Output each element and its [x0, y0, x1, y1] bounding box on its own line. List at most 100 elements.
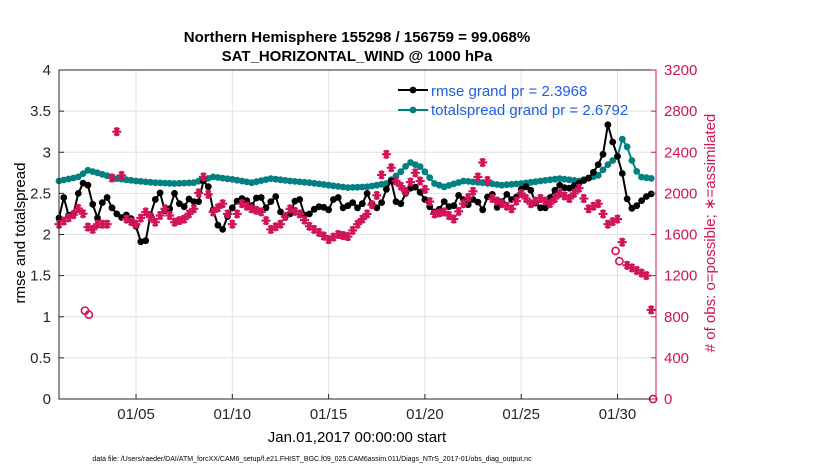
- assimilated-marker-83: [454, 206, 464, 216]
- totalspread-point-61: [349, 184, 357, 191]
- rmse-point-110: [585, 174, 592, 182]
- x-tick-label-5: 01/30: [599, 406, 637, 423]
- totalspread-point-51: [301, 178, 308, 186]
- rmse-point-10: [103, 194, 111, 201]
- assimilated-marker-102: [545, 199, 555, 209]
- assimilated-marker-42: [256, 207, 266, 217]
- totalspread-point-24: [171, 180, 178, 187]
- rmse-point-62: [354, 204, 361, 212]
- rmse-point-8: [94, 214, 101, 222]
- y-left-tick-label-7: 3.5: [30, 103, 51, 120]
- assimilated-marker-109: [579, 194, 589, 204]
- assimilated-marker-68: [381, 149, 391, 159]
- assimilated-marker-28: [189, 204, 199, 214]
- y-axis-left-label: rmse and totalspread: [12, 163, 29, 304]
- totalspread-point-115: [609, 157, 617, 164]
- rmse-point-9: [98, 199, 106, 207]
- assimilated-marker-94: [507, 204, 517, 214]
- assimilated-marker-58: [333, 230, 343, 239]
- assimilated-marker-21: [155, 210, 165, 220]
- assimilated-marker-36: [227, 219, 237, 229]
- totalspread-point-21: [156, 179, 164, 187]
- series-totalspread: [55, 135, 655, 192]
- legend-rmse-marker: [409, 86, 417, 94]
- assimilated-marker-17: [136, 213, 146, 223]
- assimilated-marker-88: [478, 158, 488, 168]
- assimilated-marker-19: [146, 212, 155, 222]
- possible-marker-1: [84, 310, 94, 320]
- rmse-point-100: [537, 204, 544, 212]
- assimilated-marker-89: [483, 176, 492, 186]
- assimilated-marker-85: [463, 192, 473, 202]
- rmse-point-101: [541, 204, 549, 212]
- totalspread-point-27: [185, 179, 193, 187]
- x-tick-label-3: 01/20: [406, 406, 444, 423]
- y-left-tick-label-8: 4: [43, 62, 51, 79]
- rmse-point-63: [358, 200, 366, 208]
- assimilated-marker-26: [179, 214, 189, 224]
- assimilated-marker-5: [78, 209, 88, 219]
- rmse-point-103: [551, 186, 559, 194]
- assimilated-marker-106: [564, 194, 574, 204]
- assimilated-marker-87: [473, 172, 483, 182]
- totalspread-point-76: [421, 168, 429, 176]
- assimilated-marker-50: [295, 209, 305, 219]
- assimilated-marker-37: [232, 209, 242, 219]
- assimilated-marker-62: [353, 219, 362, 229]
- rmse-point-33: [214, 221, 222, 229]
- totalspread-point-72: [402, 163, 409, 170]
- rmse-line: [58, 124, 652, 243]
- rmse-point-75: [416, 188, 424, 196]
- assimilated-marker-11: [107, 173, 117, 183]
- y-right-tick-label-8: 3200: [664, 62, 697, 79]
- series-obs: [54, 127, 658, 404]
- assimilated-marker-10: [102, 219, 112, 229]
- rmse-point-45: [272, 193, 280, 200]
- rmse-point-11: [108, 204, 116, 212]
- totalspread-point-77: [426, 174, 434, 182]
- rmse-point-97: [522, 183, 530, 191]
- assimilated-marker-3: [68, 210, 78, 220]
- y-left-tick-label-2: 1: [43, 309, 51, 326]
- rmse-point-43: [262, 204, 270, 212]
- rmse-point-120: [633, 202, 641, 210]
- rmse-point-111: [590, 168, 597, 176]
- rmse-point-29: [195, 198, 203, 206]
- assimilated-marker-7: [88, 224, 98, 234]
- data-file-footer: data file: /Users/raeder/DAI/ATM_forcXX/…: [92, 456, 532, 463]
- rmse-point-68: [383, 185, 390, 193]
- assimilated-marker-66: [372, 190, 382, 200]
- rmse-point-114: [604, 121, 612, 129]
- assimilated-marker-71: [396, 181, 406, 191]
- rmse-point-4: [74, 190, 82, 197]
- totalspread-point-60: [344, 184, 352, 192]
- totalspread-point-23: [166, 179, 174, 187]
- rmse-point-56: [325, 206, 332, 214]
- rmse-point-121: [638, 197, 645, 205]
- rmse-point-21: [156, 189, 164, 197]
- rmse-point-118: [623, 195, 631, 203]
- rmse-point-28: [190, 198, 198, 206]
- x-tick-label-4: 01/25: [502, 406, 540, 423]
- assimilated-marker-30: [198, 172, 208, 182]
- assimilated-marker-29: [194, 188, 204, 198]
- assimilated-marker-117: [617, 237, 627, 247]
- totalspread-point-26: [180, 179, 188, 187]
- rmse-point-46: [277, 208, 284, 216]
- assimilated-marker-8: [93, 219, 102, 229]
- x-tick-label-1: 01/10: [214, 406, 252, 423]
- totalspread-point-20: [151, 179, 159, 187]
- totalspread-point-4: [74, 173, 82, 181]
- rmse-point-50: [296, 196, 304, 203]
- assimilated-marker-12: [112, 127, 122, 137]
- rmse-point-87: [474, 198, 482, 206]
- rmse-point-52: [306, 210, 313, 218]
- rmse-point-23: [166, 205, 174, 213]
- assimilated-marker-64: [362, 209, 372, 219]
- assimilated-marker-74: [410, 168, 420, 178]
- assimilated-marker-97: [521, 194, 531, 204]
- rmse-point-71: [397, 200, 405, 208]
- y-right-tick-label-1: 400: [664, 350, 689, 367]
- x-axis-label: Jan.01,2017 00:00:00 start: [268, 429, 447, 446]
- totalspread-point-114: [604, 161, 612, 169]
